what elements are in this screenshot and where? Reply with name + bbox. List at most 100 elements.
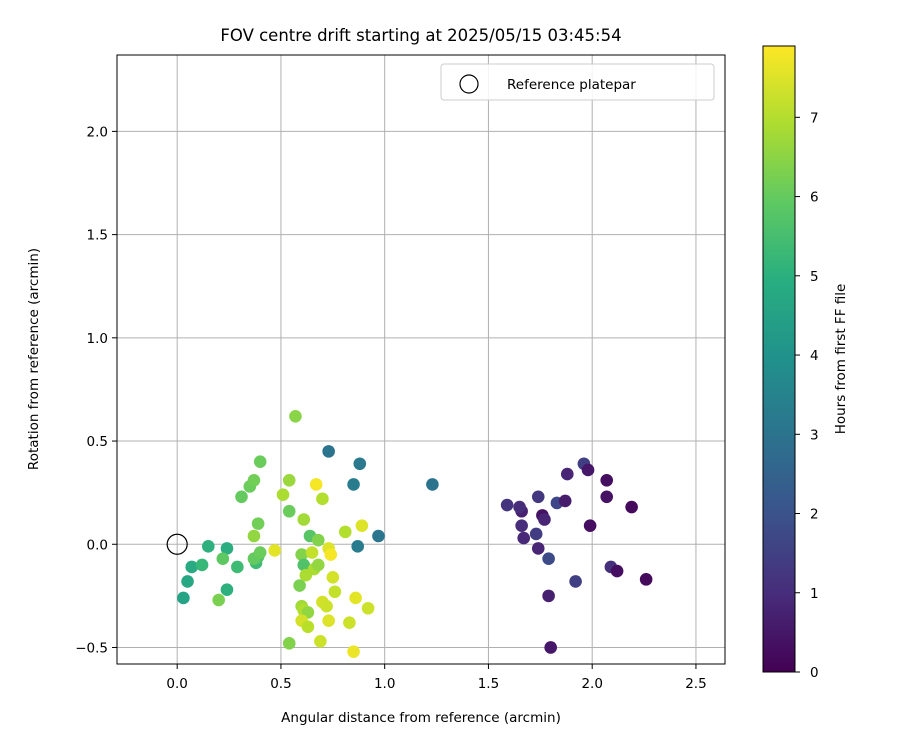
data-point (529, 527, 543, 541)
data-point (560, 467, 574, 481)
data-point (500, 498, 514, 512)
colorbar-tick-label: 3 (810, 427, 819, 443)
y-tick-label: −0.5 (75, 640, 108, 656)
colorbar-gradient (762, 45, 796, 673)
x-tick-label: 1.0 (374, 676, 395, 692)
reference-platepar-marker (166, 533, 188, 555)
data-point (544, 641, 557, 654)
colorbar-tick-label: 5 (810, 269, 819, 285)
data-point (289, 409, 302, 423)
data-point (583, 519, 597, 532)
data-point (253, 455, 267, 468)
data-point (328, 585, 342, 599)
y-tick-label: 2.0 (87, 124, 108, 140)
data-point (639, 573, 653, 586)
colorbar-tick-label: 1 (810, 586, 819, 602)
data-point (293, 579, 306, 592)
data-point (531, 542, 545, 555)
y-tick-label: 0.5 (87, 434, 108, 450)
x-tick-label: 2.0 (581, 676, 602, 692)
data-point (301, 620, 315, 634)
data-point (538, 513, 551, 526)
data-point (513, 500, 526, 514)
data-point (305, 546, 319, 559)
data-point (347, 478, 360, 491)
x-tick-label: 0.0 (166, 676, 187, 692)
colorbar-label: Hours from first FF file (833, 284, 849, 435)
data-point (542, 552, 555, 566)
data-point (353, 457, 367, 471)
colorbar-tick-label: 6 (810, 190, 819, 206)
data-point (247, 529, 261, 543)
chart-title: FOV centre drift starting at 2025/05/15 … (220, 26, 621, 45)
data-point (515, 519, 528, 532)
data-point (349, 591, 362, 605)
data-point (426, 478, 439, 491)
data-point (326, 570, 340, 584)
data-point (338, 525, 352, 539)
data-point (216, 552, 230, 566)
data-point (235, 490, 248, 504)
data-point (220, 583, 234, 596)
data-point (600, 473, 614, 487)
data-point (314, 634, 327, 648)
colorbar-tick-label: 2 (810, 507, 819, 523)
data-point (351, 540, 365, 553)
data-point (231, 560, 244, 574)
data-point (542, 589, 555, 603)
colorbar: 0 1 2 3 4 5 6 7 Hours from first FF file (762, 45, 849, 681)
data-point (372, 529, 385, 543)
colorbar-tick-label: 0 (810, 665, 819, 681)
data-point (322, 445, 335, 458)
data-point (320, 599, 333, 613)
data-point (282, 504, 296, 518)
data-point (177, 591, 190, 605)
legend-frame (440, 63, 715, 101)
data-point (251, 517, 265, 530)
y-axis-label: Rotation from reference (arcmin) (26, 248, 42, 470)
data-point (600, 490, 614, 504)
data-point (253, 546, 267, 559)
plot-frame (116, 54, 726, 665)
data-point (220, 542, 234, 555)
data-point (247, 473, 261, 487)
data-point (355, 519, 369, 532)
data-point (625, 500, 638, 514)
data-point (343, 616, 356, 630)
colorbar-ticks: 0 1 2 3 4 5 6 7 (795, 110, 819, 681)
reference-marker (166, 533, 188, 555)
colorbar-tick-label: 7 (810, 110, 819, 126)
data-point (295, 548, 308, 561)
axes: 0.0 0.5 1.0 1.5 2.0 2.5 −0.5 0.0 0.5 1.0 1.5 2.0 (75, 54, 726, 692)
data-point (311, 533, 325, 547)
y-tick-label: 1.0 (87, 331, 108, 347)
x-tick-label: 2.5 (685, 676, 706, 692)
data-point (569, 575, 582, 588)
grid-lines (117, 55, 725, 664)
data-point (347, 645, 360, 658)
data-points (177, 409, 653, 658)
data-point (297, 558, 311, 572)
legend-marker-reference (459, 74, 479, 94)
data-point (282, 637, 296, 650)
data-point (212, 593, 225, 607)
y-tick-label: 1.5 (87, 228, 108, 244)
legend-label-reference: Reference platepar (507, 77, 636, 93)
data-point (581, 463, 595, 477)
data-point (311, 558, 325, 572)
data-point (309, 478, 323, 491)
data-point (324, 548, 338, 561)
data-point (610, 564, 624, 578)
data-point (531, 490, 545, 504)
data-point (558, 494, 572, 508)
data-point (316, 492, 329, 506)
data-point (181, 575, 194, 588)
y-tick-label: 0.0 (87, 537, 108, 553)
data-point (517, 531, 531, 545)
data-point (322, 614, 335, 627)
x-axis-label: Angular distance from reference (arcmin) (281, 710, 561, 726)
legend: Reference platepar (440, 63, 715, 101)
data-point (282, 473, 296, 487)
data-point (185, 560, 199, 574)
